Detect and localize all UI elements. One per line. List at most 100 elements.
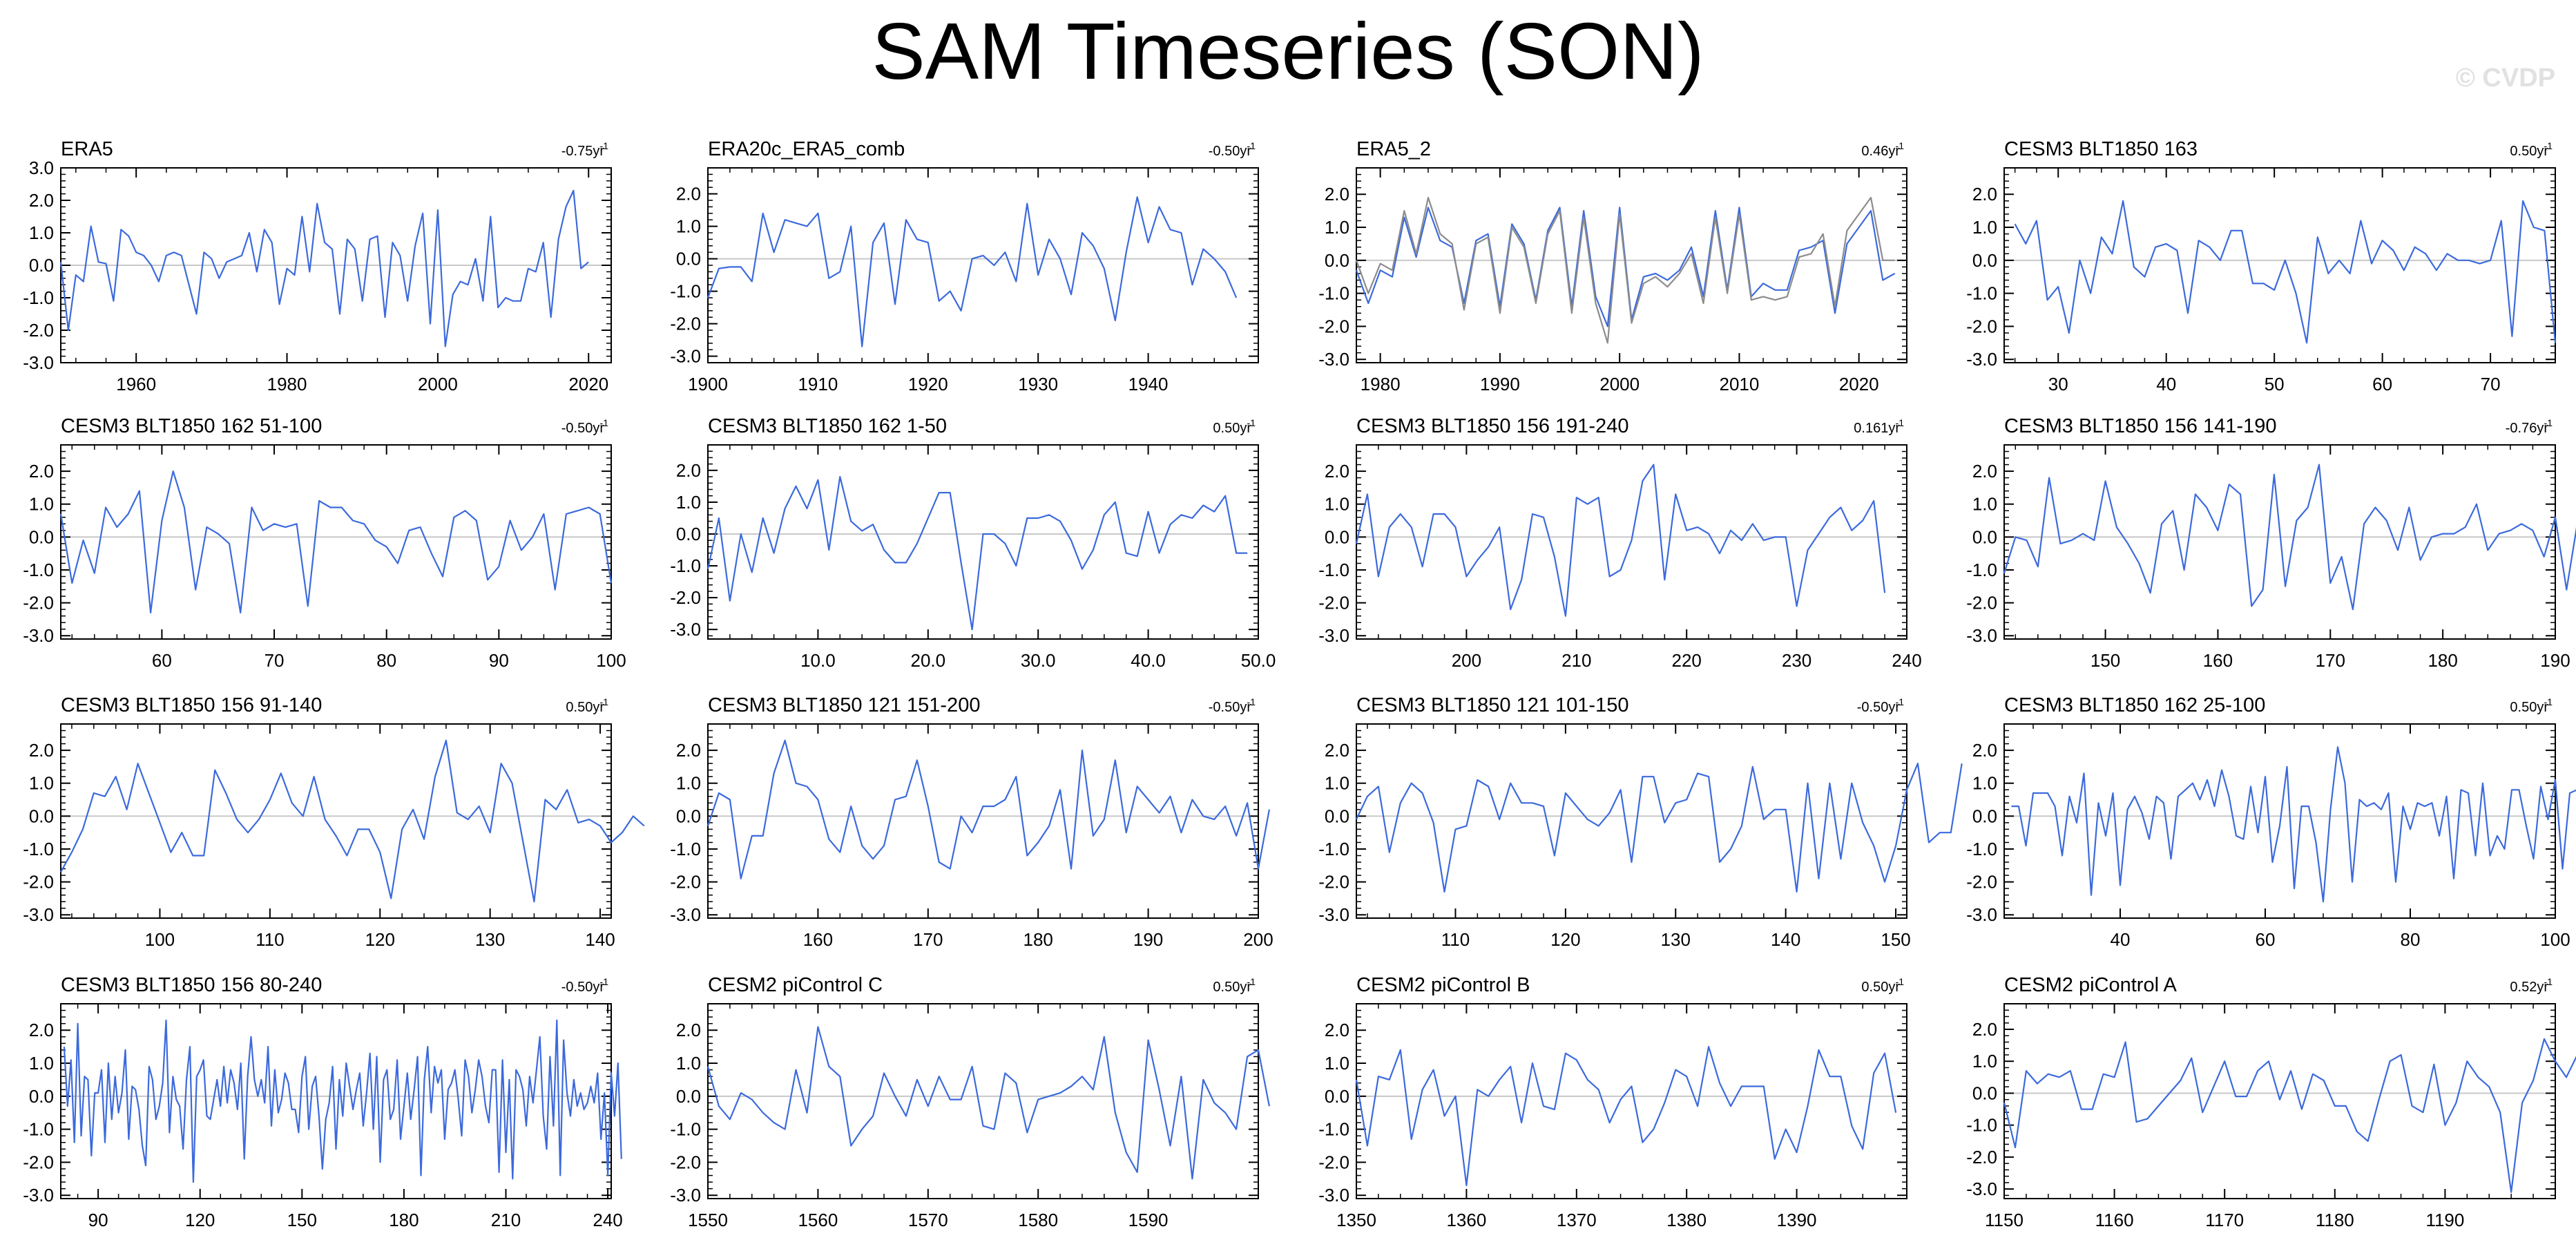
plot-frame — [2003, 444, 2556, 640]
x-tick-label: 140 — [1771, 929, 1800, 950]
x-tick-label: 90 — [489, 650, 509, 671]
panel-trend: 0.52yr — [2510, 980, 2548, 995]
y-tick-label: 0.0 — [1972, 526, 1997, 547]
panel-13: 2.0 1.0 0.0 -1.0 -2.0 -3.0 90 120 150 180 210 240 CE… — [23, 974, 623, 1230]
panel-trend-exponent: -1 — [1247, 976, 1256, 987]
panel-title: ERA5 — [61, 138, 113, 160]
panel-trend-exponent: -1 — [1247, 140, 1256, 151]
panel-trend: -0.76yr — [2506, 421, 2549, 436]
panel-16: 2.0 1.0 0.0 -1.0 -2.0 -3.0 1150 1160 1170 1180 119… — [1966, 974, 2576, 1230]
x-tick-label: 1560 — [798, 1210, 838, 1230]
y-tick-label: -3.0 — [1318, 625, 1349, 646]
plot-frame — [2003, 167, 2556, 363]
y-tick-label: 1.0 — [676, 773, 701, 794]
series-line — [2003, 1038, 2576, 1193]
y-tick-label: 1.0 — [1972, 773, 1997, 794]
x-tick-label: 40.0 — [1131, 650, 1166, 671]
y-tick-label: -1.0 — [23, 1119, 54, 1140]
y-tick-label: 0.0 — [676, 1086, 701, 1107]
panel-title: CESM2 piControl A — [2004, 974, 2177, 996]
panel-title: CESM2 piControl B — [1356, 974, 1530, 996]
y-tick-label: 1.0 — [29, 494, 54, 515]
panel-12: 2.0 1.0 0.0 -1.0 -2.0 -3.0 40 60 80 100 CESM3 BLT1… — [1966, 694, 2576, 950]
panel-title: CESM3 BLT1850 121 151-200 — [708, 694, 980, 716]
x-tick-label: 1990 — [1480, 374, 1520, 394]
panel-title: CESM3 BLT1850 156 91-140 — [61, 694, 322, 716]
panel-trend-exponent: -1 — [1896, 417, 1905, 428]
y-tick-label: 1.0 — [29, 222, 54, 243]
plot-frame — [707, 723, 1259, 919]
x-tick-label: 1150 — [1985, 1210, 2024, 1230]
x-tick-label: 1550 — [688, 1210, 728, 1230]
y-tick-label: -1.0 — [23, 287, 54, 308]
y-tick-label: 0.0 — [29, 255, 54, 276]
x-tick-label: 100 — [596, 650, 626, 671]
panel-14: 2.0 1.0 0.0 -1.0 -2.0 -3.0 1550 1560 1570 1580 159… — [670, 974, 1270, 1230]
series-line — [707, 1026, 1270, 1180]
y-tick-label: 0.0 — [676, 249, 701, 269]
panel-trend: 0.50yr — [2510, 700, 2548, 715]
panel-trend: -0.50yr — [1209, 700, 1252, 715]
y-tick-label: -1.0 — [1966, 560, 1997, 580]
x-tick-label: 1160 — [2095, 1210, 2134, 1230]
x-tick-label: 1590 — [1128, 1210, 1169, 1230]
series-line — [1355, 464, 1886, 617]
panel-2: 2.0 1.0 0.0 -1.0 -2.0 -3.0 1900 1910 1920 1930 194… — [670, 138, 1259, 394]
plot-frame — [707, 444, 1259, 640]
y-tick-label: -2.0 — [1966, 593, 1997, 613]
panel-title: CESM3 BLT1850 162 25-100 — [2004, 694, 2265, 716]
x-tick-label: 120 — [185, 1210, 215, 1230]
y-tick-label: 2.0 — [1325, 461, 1349, 482]
y-tick-label: -1.0 — [1966, 839, 1997, 859]
panel-4: 2.0 1.0 0.0 -1.0 -2.0 -3.0 30 40 50 60 70 CESM3 BLT… — [1966, 138, 2557, 394]
x-tick-label: 70 — [265, 650, 285, 671]
panel-3: 2.0 1.0 0.0 -1.0 -2.0 -3.0 1980 1990 2000 2010 202… — [1318, 138, 1907, 394]
y-tick-label: 0.0 — [1972, 806, 1997, 826]
panel-trend: 0.46yr — [1861, 144, 1900, 159]
x-tick-label: 80 — [376, 650, 396, 671]
y-tick-label: 2.0 — [1972, 740, 1997, 761]
series-line — [60, 739, 645, 903]
y-tick-label: -3.0 — [1318, 904, 1349, 925]
panel-trend: 0.161yr — [1854, 421, 1900, 436]
series-line — [2011, 746, 2576, 903]
panel-title: CESM3 BLT1850 162 51-100 — [61, 415, 322, 437]
x-tick-label: 60 — [2256, 929, 2276, 950]
series-line — [1356, 763, 1963, 893]
x-tick-label: 100 — [145, 929, 175, 950]
y-tick-label: -3.0 — [670, 619, 701, 640]
y-tick-label: 2.0 — [676, 1020, 701, 1040]
y-tick-label: 1.0 — [1325, 1053, 1349, 1074]
x-tick-label: 50 — [2265, 374, 2285, 394]
x-tick-label: 1360 — [1446, 1210, 1486, 1230]
panel-title: CESM3 BLT1850 156 80-240 — [61, 974, 322, 996]
y-tick-label: -1.0 — [1318, 839, 1349, 859]
plot-frame — [60, 723, 612, 919]
y-tick-label: 2.0 — [676, 184, 701, 204]
x-tick-label: 1390 — [1777, 1210, 1817, 1230]
plot-frame — [60, 1003, 612, 1199]
panel-title: CESM2 piControl C — [708, 974, 883, 996]
panel-8: 2.0 1.0 0.0 -1.0 -2.0 -3.0 150 160 170 180 190 CESM… — [1966, 415, 2576, 671]
panel-trend: -0.50yr — [1209, 144, 1252, 159]
series-line — [2003, 464, 2576, 611]
panel-trend: -0.50yr — [1857, 700, 1901, 715]
series-line — [2014, 200, 2557, 344]
x-tick-label: 140 — [585, 929, 615, 950]
series-line — [59, 189, 589, 347]
series-line — [707, 739, 1270, 879]
y-tick-label: -3.0 — [670, 346, 701, 367]
x-tick-label: 240 — [1892, 650, 1921, 671]
y-tick-label: 1.0 — [1325, 494, 1349, 515]
x-tick-label: 1190 — [2425, 1210, 2464, 1230]
y-tick-label: 1.0 — [676, 1053, 701, 1074]
series-line — [63, 1019, 622, 1183]
panel-11: 2.0 1.0 0.0 -1.0 -2.0 -3.0 110 120 130 140 150 CESM… — [1318, 694, 1963, 950]
y-tick-label: 0.0 — [676, 806, 701, 826]
plot-frame — [2003, 1003, 2556, 1199]
x-tick-label: 190 — [1133, 929, 1163, 950]
series-line — [707, 475, 1248, 631]
panel-trend-exponent: -1 — [2544, 417, 2553, 428]
y-tick-label: -2.0 — [23, 872, 54, 893]
y-tick-label: -1.0 — [670, 555, 701, 576]
